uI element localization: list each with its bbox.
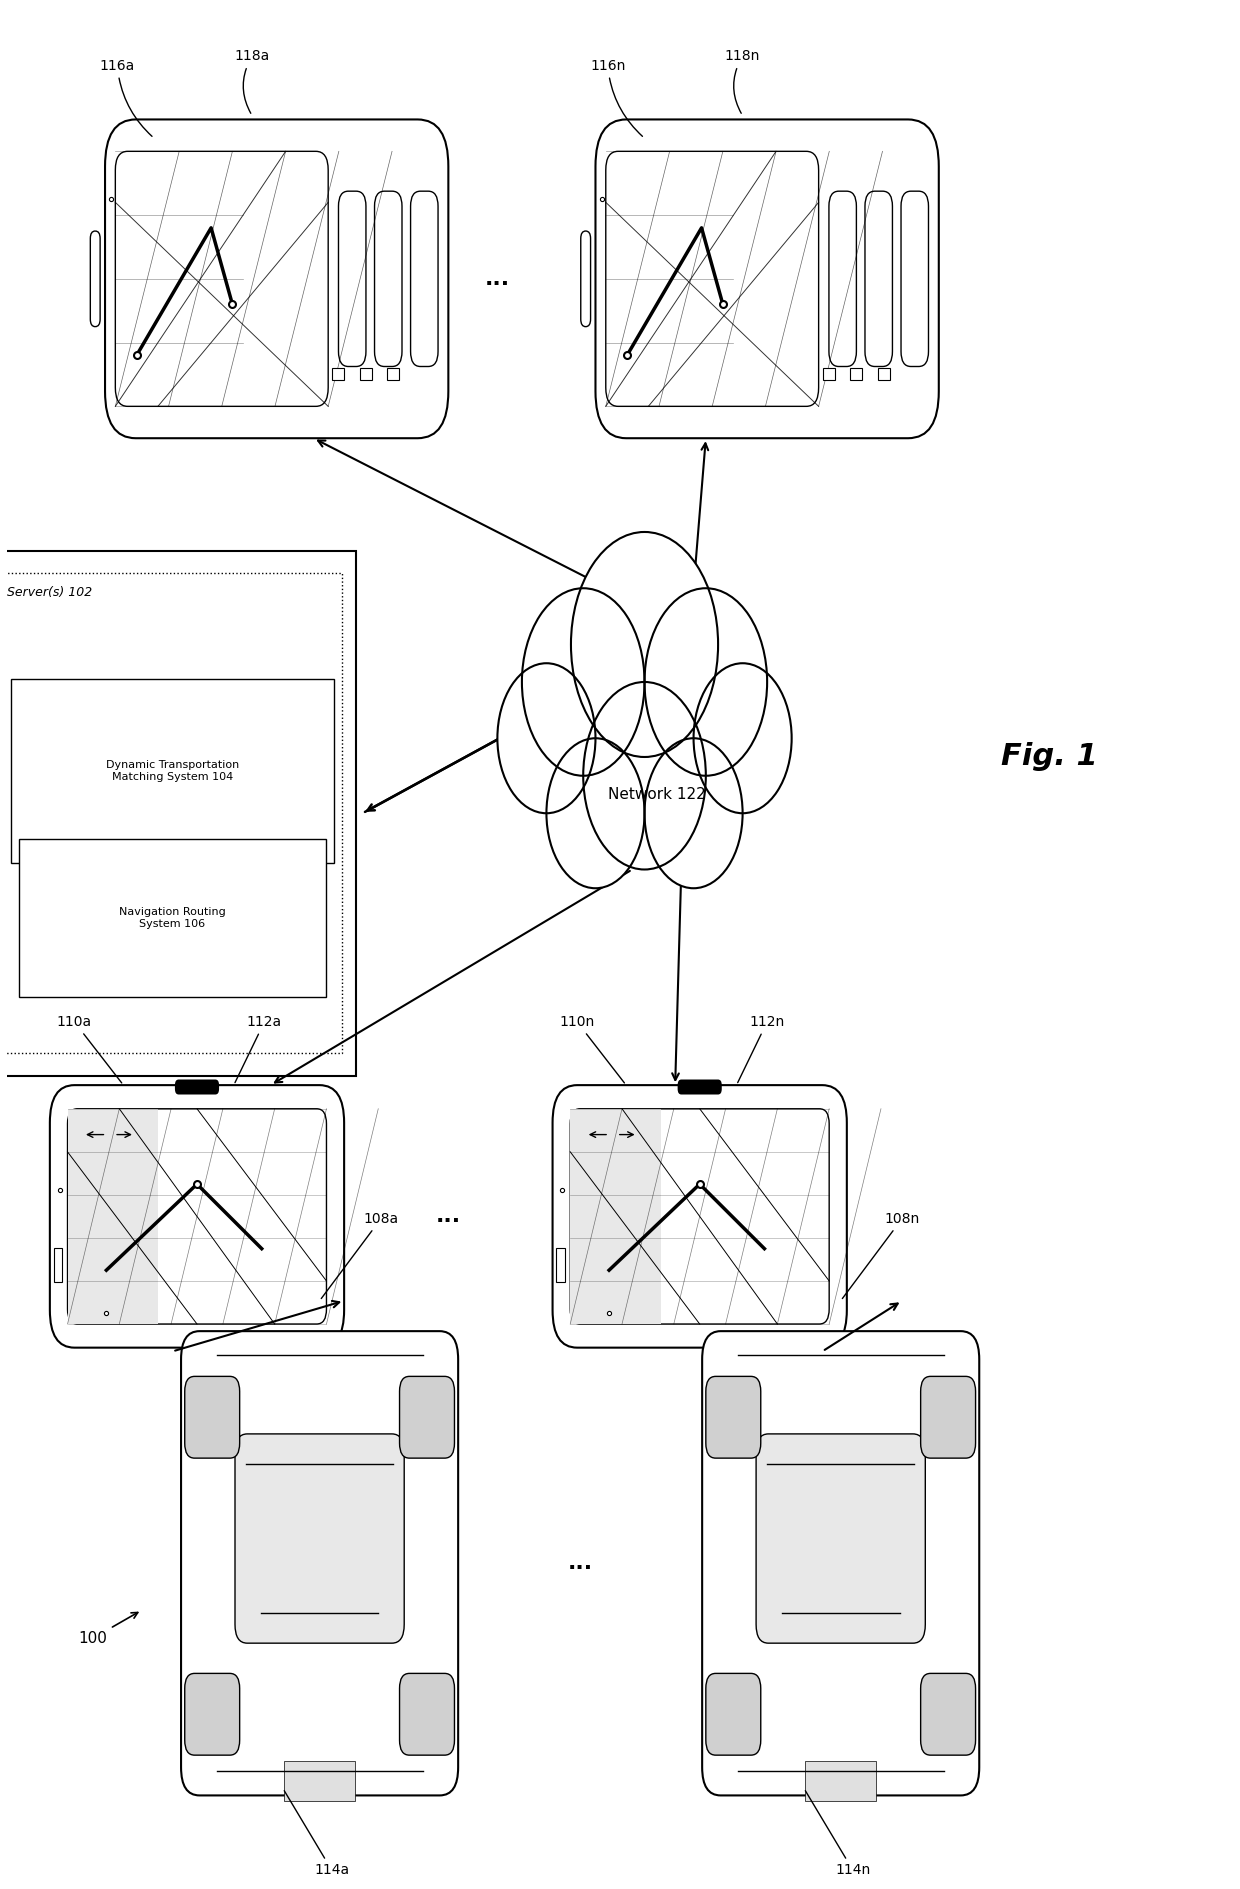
FancyBboxPatch shape (115, 151, 329, 406)
Text: Dynamic Transportation
Matching System 104: Dynamic Transportation Matching System 1… (105, 761, 239, 782)
FancyBboxPatch shape (67, 1109, 326, 1324)
FancyBboxPatch shape (866, 191, 893, 366)
Text: 114n: 114n (805, 1791, 870, 1878)
FancyBboxPatch shape (175, 1079, 219, 1094)
FancyBboxPatch shape (706, 1377, 761, 1458)
FancyBboxPatch shape (410, 191, 438, 366)
Text: 110n: 110n (559, 1014, 625, 1082)
FancyBboxPatch shape (236, 1434, 404, 1643)
Text: 112n: 112n (738, 1014, 785, 1082)
FancyBboxPatch shape (570, 1109, 830, 1324)
Text: Server(s) 102: Server(s) 102 (7, 586, 92, 599)
Text: ...: ... (435, 1207, 461, 1226)
Text: Network 122: Network 122 (608, 788, 706, 803)
Text: 116a: 116a (99, 59, 153, 136)
Bar (284, 1761, 355, 1800)
FancyBboxPatch shape (399, 1377, 455, 1458)
FancyBboxPatch shape (756, 1434, 925, 1643)
FancyBboxPatch shape (702, 1332, 980, 1795)
FancyBboxPatch shape (19, 839, 326, 997)
Bar (67, 1109, 159, 1324)
FancyBboxPatch shape (91, 230, 100, 327)
FancyBboxPatch shape (399, 1674, 455, 1755)
FancyBboxPatch shape (553, 1084, 847, 1347)
FancyBboxPatch shape (105, 119, 449, 438)
FancyBboxPatch shape (181, 1332, 458, 1795)
Text: Fig. 1: Fig. 1 (1001, 742, 1097, 771)
Text: Navigation Routing
System 106: Navigation Routing System 106 (119, 907, 226, 929)
Text: 112a: 112a (236, 1014, 281, 1082)
Text: 108n: 108n (842, 1211, 920, 1298)
FancyBboxPatch shape (580, 230, 590, 327)
FancyBboxPatch shape (185, 1674, 239, 1755)
Text: 110a: 110a (57, 1014, 122, 1082)
FancyBboxPatch shape (11, 680, 335, 863)
Text: ...: ... (568, 1553, 593, 1574)
FancyBboxPatch shape (0, 552, 356, 1075)
FancyBboxPatch shape (185, 1377, 239, 1458)
Bar (557, 1249, 565, 1283)
Text: 118a: 118a (234, 49, 270, 113)
FancyBboxPatch shape (50, 1084, 345, 1347)
Text: 118n: 118n (725, 49, 760, 113)
FancyBboxPatch shape (920, 1674, 976, 1755)
Text: 100: 100 (78, 1613, 138, 1645)
FancyBboxPatch shape (595, 119, 939, 438)
Bar (806, 1761, 875, 1800)
FancyBboxPatch shape (677, 1079, 722, 1094)
Text: 108a: 108a (321, 1211, 398, 1298)
Bar (570, 1109, 661, 1324)
Text: ...: ... (485, 268, 510, 289)
FancyBboxPatch shape (374, 191, 402, 366)
FancyBboxPatch shape (828, 191, 857, 366)
FancyBboxPatch shape (901, 191, 929, 366)
FancyBboxPatch shape (920, 1377, 976, 1458)
Text: 114a: 114a (284, 1791, 350, 1878)
Bar (53, 1249, 62, 1283)
Text: 116n: 116n (590, 59, 642, 136)
FancyBboxPatch shape (4, 572, 342, 1054)
FancyBboxPatch shape (606, 151, 818, 406)
FancyBboxPatch shape (706, 1674, 761, 1755)
FancyBboxPatch shape (339, 191, 366, 366)
